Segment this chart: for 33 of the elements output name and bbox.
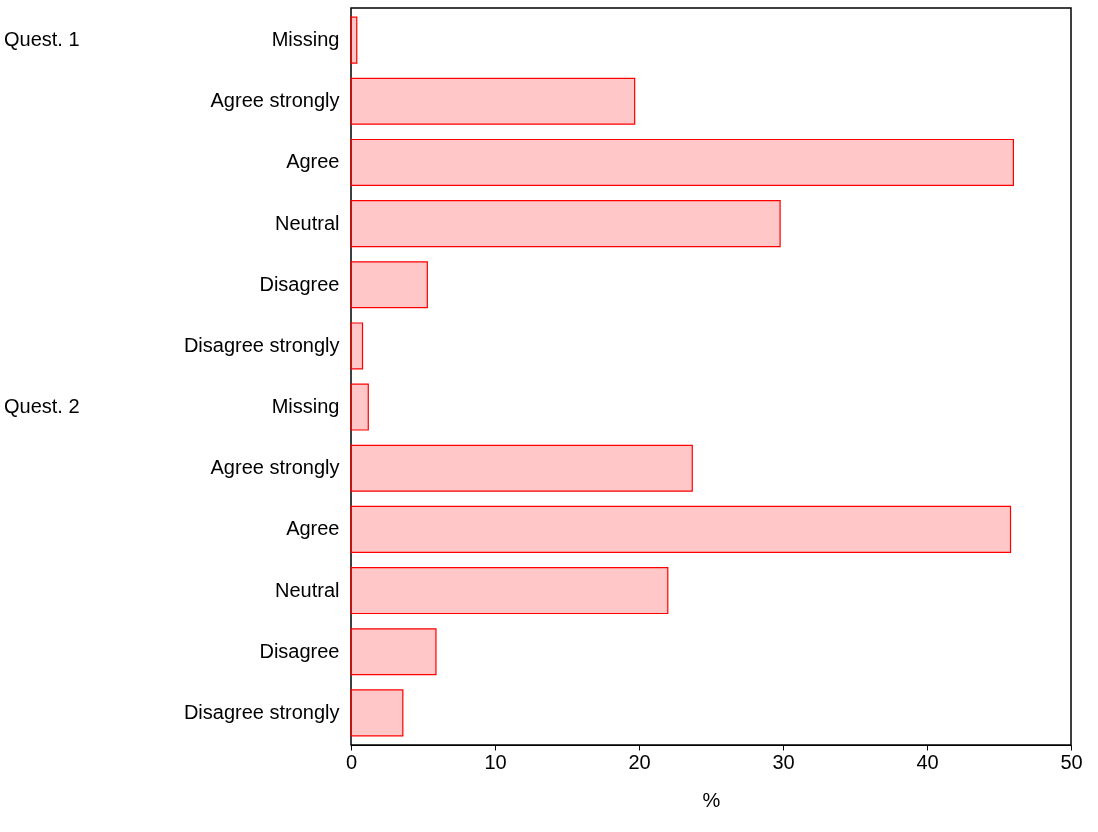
bar (350, 200, 781, 248)
x-tick-label: 0 (345, 750, 358, 773)
y-tick-label: Neutral (275, 578, 340, 601)
y-tick-label: Disagree strongly (183, 333, 340, 356)
y-tick-label: Agree strongly (210, 89, 340, 112)
bar (350, 444, 693, 492)
bar (350, 16, 358, 64)
x-tick-label: 30 (772, 750, 795, 773)
x-tick-label: 20 (628, 750, 651, 773)
text: Quest. 1 (4, 28, 80, 51)
y-tick-label: Disagree strongly (183, 700, 340, 723)
text: Quest. 2 (4, 395, 80, 418)
y-tick-label: Disagree (259, 639, 340, 662)
y-tick-label: Disagree (259, 272, 340, 295)
y-tick-label: Missing (271, 395, 340, 418)
x-tick-label: 40 (916, 750, 939, 773)
bar (350, 261, 428, 309)
bar (350, 689, 404, 737)
bar (350, 77, 636, 125)
x-axis-title: % (702, 788, 721, 811)
x-tick-label: 10 (484, 750, 507, 773)
bar (350, 138, 1014, 186)
bar (350, 628, 437, 676)
y-tick-label: Agree (286, 517, 340, 540)
bar (350, 505, 1012, 553)
y-tick-label: Agree (286, 150, 340, 173)
y-tick-label: Agree strongly (210, 456, 340, 479)
bar (350, 567, 669, 615)
y-tick-label: Missing (271, 28, 340, 51)
y-tick-label: Neutral (275, 211, 340, 234)
x-tick-label: 50 (1060, 750, 1083, 773)
bar (350, 322, 364, 370)
bar (350, 383, 369, 431)
